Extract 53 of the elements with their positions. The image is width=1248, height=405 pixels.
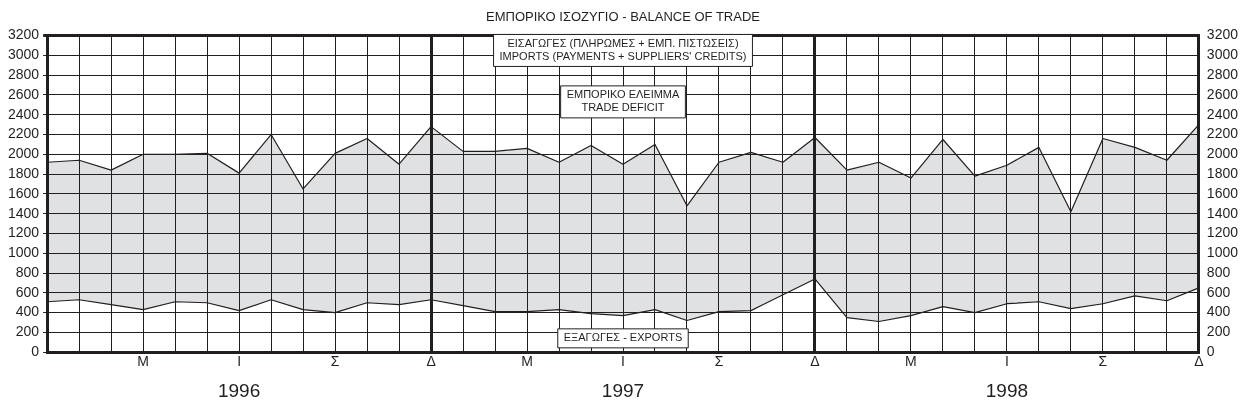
y2-tick-label: 200 [1206, 323, 1231, 340]
text: 1997 [601, 380, 645, 402]
y-tick-label: 1400 [7, 204, 40, 221]
annotation: ΕΜΠΟΡΙΚΟ ΕΛΕΙΜΜΑ TRADE DEFICIT [566, 88, 681, 114]
y-tick-label: 3000 [7, 46, 40, 63]
y2-tick-label: 2800 [1206, 66, 1239, 83]
y2-tick-label: 2600 [1206, 85, 1239, 102]
x-tick-label: Μ [137, 353, 149, 370]
y2-tick-label: 2400 [1206, 105, 1239, 122]
annotation: ΕΞΑΓΩΓΕΣ - EXPORTS [563, 331, 683, 344]
x-tick-label: Δ [810, 353, 820, 370]
x-tick-label: Δ [1194, 353, 1204, 370]
y2-tick-label: 1800 [1206, 164, 1239, 181]
annotation: ΕΙΣΑΓΩΓΕΣ (ΠΛΗΡΩΜΕΣ + ΕΜΠ. ΠΙΣΤΩΣΕΙΣ) IMPORTS (PAYMENTS + SUPPLIERS' CREDITS) [499, 36, 747, 62]
x-tick-label: Μ [905, 353, 917, 370]
y-tick-label: 400 [15, 303, 40, 320]
text: 1998 [985, 380, 1029, 402]
x-tick-label: Ι [237, 353, 242, 370]
y2-tick-label: 0 [1206, 343, 1215, 360]
x-tick-label: Ι [1004, 353, 1009, 370]
x-tick-label: Σ [330, 353, 340, 370]
x-tick-label: Σ [714, 353, 724, 370]
y2-tick-label: 1600 [1206, 184, 1239, 201]
y-tick-label: 1800 [7, 164, 40, 181]
y-tick-label: 1600 [7, 184, 40, 201]
y2-tick-label: 800 [1206, 263, 1231, 280]
y-tick-label: 3200 [7, 26, 40, 43]
y-tick-label: 2600 [7, 85, 40, 102]
y-tick-label: 600 [15, 283, 40, 300]
x-tick-label: Δ [426, 353, 436, 370]
y2-tick-label: 1200 [1206, 224, 1239, 241]
chart-title: ΕΜΠΟΡΙΚΟ ΙΣΟΖΥΓΙΟ - BALANCE OF TRADE [486, 9, 761, 25]
text: 1996 [217, 380, 261, 402]
y2-tick-label: 1000 [1206, 244, 1239, 261]
y-tick-label: 2000 [7, 145, 40, 162]
y2-tick-label: 600 [1206, 283, 1231, 300]
y2-tick-label: 1400 [1206, 204, 1239, 221]
x-tick-label: Ι [621, 353, 625, 370]
y-tick-label: 800 [15, 263, 40, 280]
y2-tick-label: 3200 [1206, 26, 1239, 43]
x-tick-label: Σ [1098, 353, 1108, 370]
y2-tick-label: 2000 [1206, 145, 1239, 162]
y2-tick-label: 2200 [1206, 125, 1239, 142]
y2-tick-label: 3000 [1206, 46, 1239, 63]
y-tick-label: 200 [15, 323, 40, 340]
y2-tick-label: 400 [1206, 303, 1231, 320]
y-tick-label: 1200 [7, 224, 40, 241]
y-tick-label: 2200 [7, 125, 40, 142]
y-tick-label: 1000 [7, 244, 40, 261]
x-tick-label: Μ [521, 353, 533, 370]
y-tick-label: 0 [31, 343, 40, 360]
y-tick-label: 2400 [7, 105, 40, 122]
y-tick-label: 2800 [7, 66, 40, 83]
